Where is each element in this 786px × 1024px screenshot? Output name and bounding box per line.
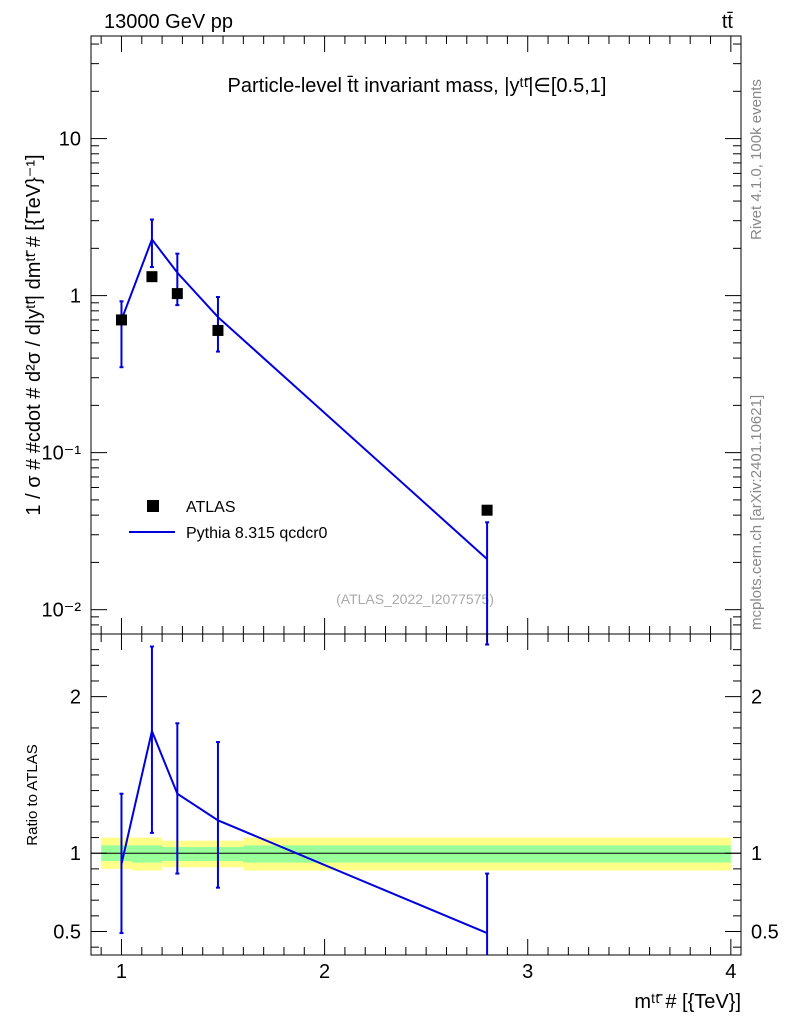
inner-uncertainty-band — [243, 845, 731, 863]
main-y-tick-label: 10 — [59, 129, 81, 151]
main-y-tick-label: 10⁻¹ — [42, 443, 82, 465]
source-label: mcplots.cern.ch [arXiv:2401.10621] — [748, 395, 765, 630]
x-tick-label: 2 — [319, 961, 330, 983]
x-tick-labels: 1 2 3 4 — [116, 961, 737, 983]
atlas-data-point — [171, 288, 183, 300]
main-frame — [90, 35, 742, 635]
x-tick-label: 1 — [116, 961, 127, 983]
inner-uncertainty-band — [131, 845, 163, 863]
ratio-marks — [119, 645, 490, 955]
rivet-version-label: Rivet 4.1.0, 100k events — [748, 79, 765, 240]
x-axis-label: mᵗᵗ̄ # [{TeV}] — [634, 991, 741, 1013]
ratio-y-axis-label: Ratio to ATLAS — [24, 744, 41, 845]
ratio-uncertainty-bands — [91, 837, 741, 871]
ratio-frame — [90, 633, 742, 956]
main-ticks — [91, 36, 741, 635]
atlas-data-point — [481, 504, 493, 516]
legend: ATLAS Pythia 8.315 qcdcr0 — [129, 499, 328, 542]
main-panel: Particle-level t̄t invariant mass, |yᵗᵗ̄… — [23, 35, 742, 646]
main-marks — [115, 218, 493, 646]
ratio-y-tick-label-right: 1 — [751, 843, 762, 865]
x-tick-label: 4 — [725, 961, 736, 983]
ratio-panel: 0.5 0.5 1 1 2 2 1 2 3 4 Ratio to ATLAS mᵗᵗ̄ # [{… — [24, 633, 779, 1013]
atlas-data-point — [146, 271, 158, 283]
legend-atlas-marker — [147, 500, 159, 512]
ratio-ticks — [91, 633, 741, 955]
ratio-y-tick-labels: 0.5 0.5 1 1 2 2 — [53, 687, 779, 944]
main-y-tick-labels: 10⁻² 10⁻¹ 1 10 — [42, 129, 82, 622]
atlas-data-point — [115, 314, 127, 326]
ratio-y-tick-label-right: 2 — [751, 687, 762, 709]
legend-atlas-label: ATLAS — [186, 499, 236, 516]
ratio-y-tick-label-right: 0.5 — [751, 922, 779, 944]
ratio-y-tick-label: 1 — [70, 843, 81, 865]
main-y-axis-label: 1 / σ # #cdot # d²σ / d|yᵗᵗ̄| dmᵗᵗ̄ # [{… — [23, 154, 45, 515]
process-label: tt̄ — [722, 11, 734, 33]
x-tick-label: 3 — [522, 961, 533, 983]
analysis-watermark: (ATLAS_2022_I2077575) — [336, 591, 494, 607]
main-y-tick-label: 10⁻² — [42, 600, 82, 622]
ratio-line — [120, 727, 488, 935]
main-y-tick-label: 1 — [70, 286, 81, 308]
legend-pythia-label: Pythia 8.315 qcdcr0 — [186, 525, 328, 542]
ratio-y-tick-label: 0.5 — [53, 922, 81, 944]
collision-label: 13000 GeV pp — [104, 11, 233, 33]
ratio-y-tick-label: 2 — [70, 687, 81, 709]
atlas-data-point — [212, 324, 224, 336]
main-title: Particle-level t̄t invariant mass, |yᵗᵗ̄… — [228, 75, 607, 97]
pythia-line — [120, 237, 488, 560]
